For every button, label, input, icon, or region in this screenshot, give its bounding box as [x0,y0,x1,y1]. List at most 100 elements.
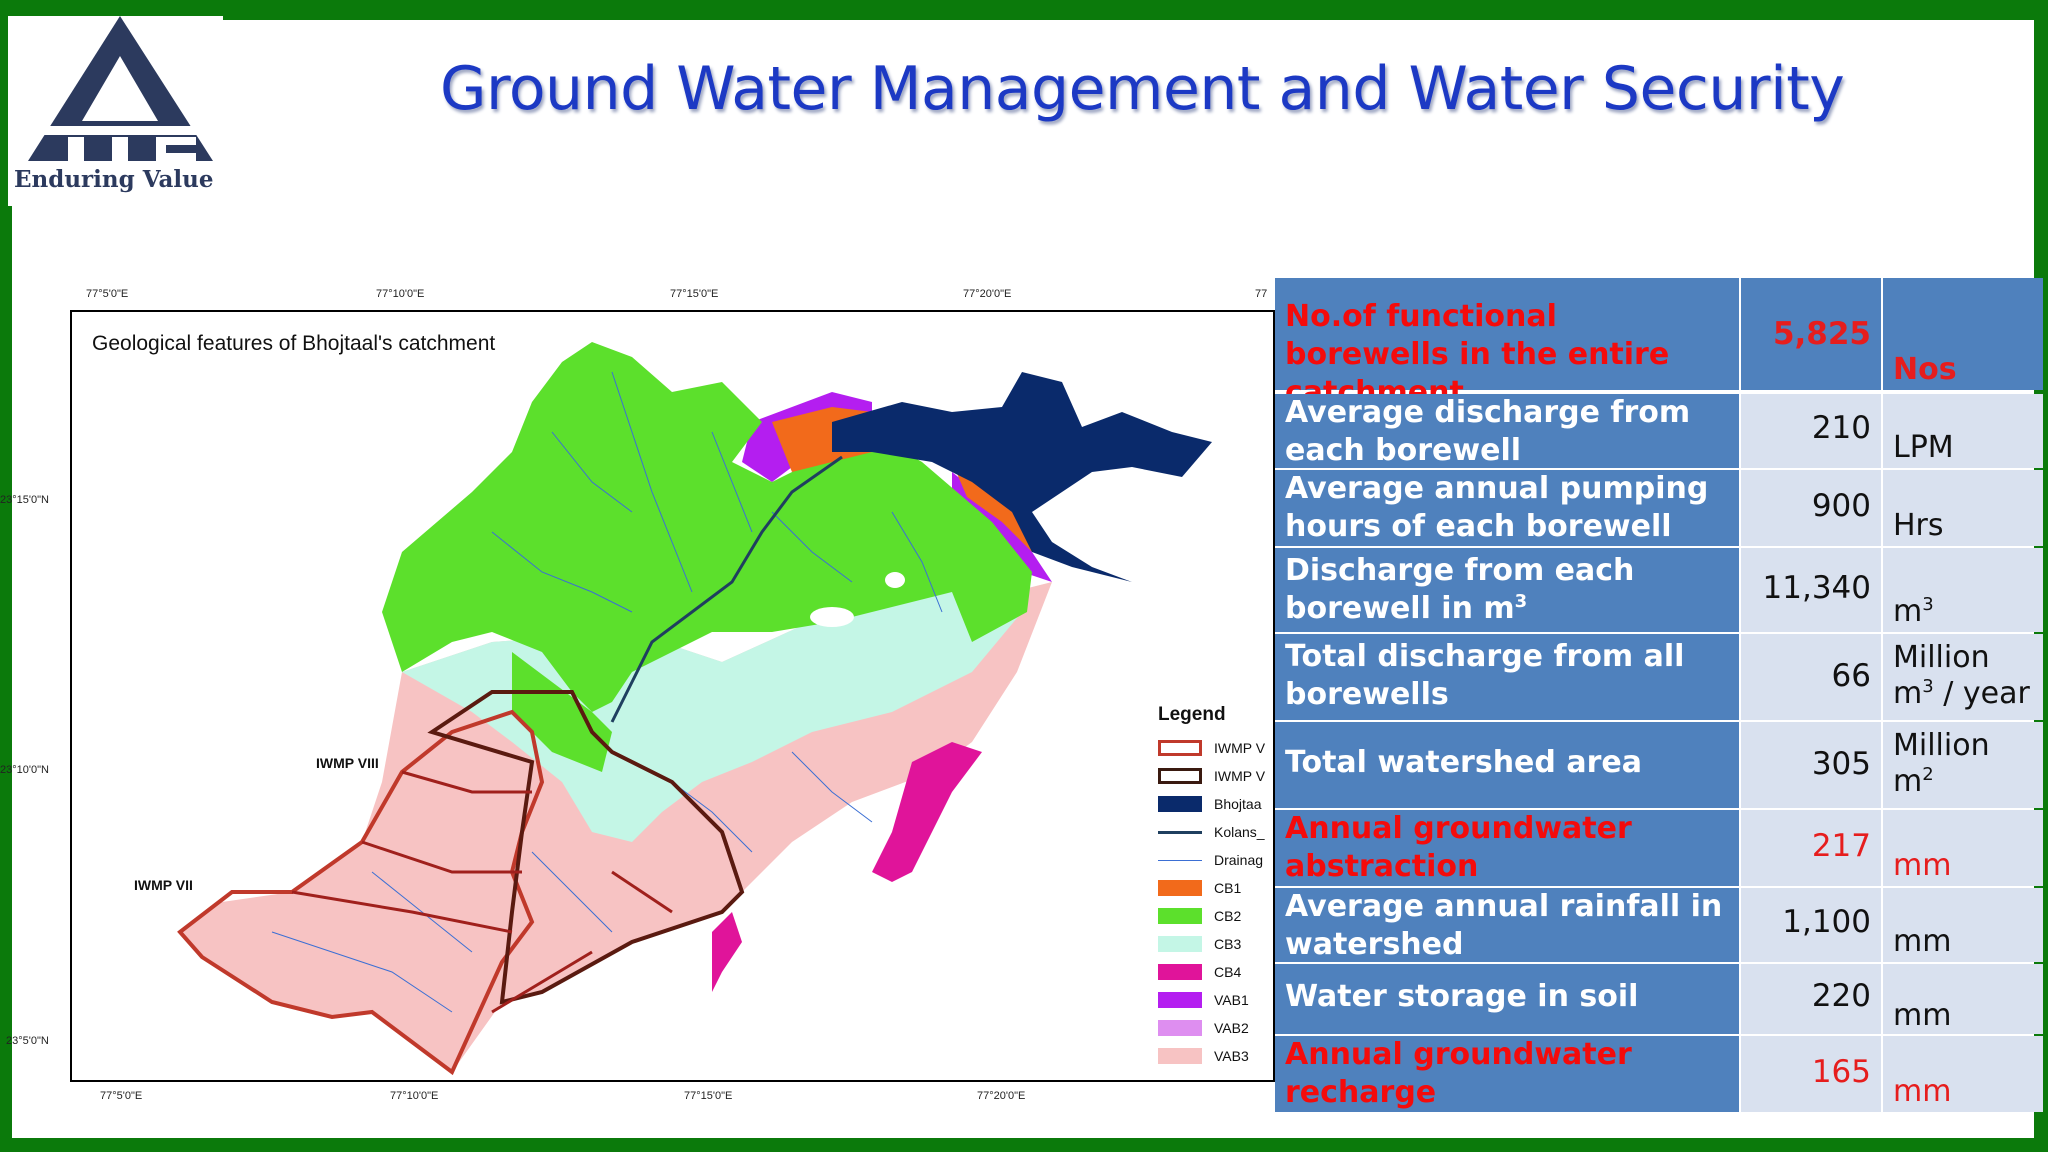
row-unit: mm [1893,924,1952,959]
row-unit-text: m [1893,676,1923,711]
table-row: Annual groundwater recharge 165 mm [1275,1036,2043,1112]
row-description: Total discharge from all borewells [1285,639,1685,712]
legend-title: Legend [1158,704,1226,725]
row-description: Total watershed area [1285,745,1642,780]
row-unit: Nos [1893,352,1957,387]
row-description: Water storage in soil [1285,979,1639,1014]
table-row: Annual groundwater abstraction 217 mm [1275,810,2043,886]
table-row: Total watershed area 305 Million m2 [1275,722,2043,808]
row-value-cell: 11,340 [1741,548,1881,632]
table-row: Water storage in soil 220 mm [1275,964,2043,1034]
row-description-cell: Average annual rainfall in watershed [1275,888,1739,962]
row-description-cell: Annual groundwater abstraction [1275,810,1739,886]
legend-swatch [1158,831,1202,834]
row-value-cell: 5,825 [1741,278,1881,390]
row-description-cell: Average discharge from each borewell [1275,394,1739,468]
legend-label: IWMP V [1214,740,1266,756]
row-unit-cell: m3 [1883,548,2043,632]
row-description-cell: Annual groundwater recharge [1275,1036,1739,1112]
row-value: 220 [1811,978,1871,1014]
row-value: 165 [1811,1054,1871,1090]
legend-swatch [1158,740,1202,756]
row-value: 1,100 [1782,904,1871,940]
row-value: 900 [1811,488,1871,524]
row-value: 11,340 [1762,570,1871,606]
row-value-cell: 220 [1741,964,1881,1034]
bottom-coord-1: 77°5'0"E [100,1090,143,1102]
slide-title: Ground Water Management and Water Securi… [440,54,1845,124]
legend-label: CB4 [1214,964,1242,980]
bottom-coord-3: 77°15'0"E [684,1090,733,1102]
row-unit: Million [1893,728,1990,763]
table-row: Average annual rainfall in watershed 1,1… [1275,888,2043,962]
top-coord-1: 77°5'0"E [86,288,129,300]
row-unit-tail: / year [1933,676,2030,711]
row-description-cell: Total discharge from all borewells [1275,634,1739,720]
row-unit: Hrs [1893,508,1944,543]
legend-swatch [1158,880,1202,896]
left-coord-3: 23°5'0"N [6,1035,49,1047]
geology-map: 77°5'0"E 77°10'0"E 77°15'0"E 77°20'0"E 7… [0,280,1275,1110]
table-row: Discharge from each borewell in m3 11,34… [1275,548,2043,632]
region-label-iwmp-vii: IWMP VII [134,877,193,893]
row-description-cell: No.of functional borewells in the entire… [1275,278,1739,410]
legend-label: IWMP V [1214,768,1266,784]
row-unit-cell: LPM [1883,394,2043,468]
row-description-cell: Average annual pumping hours of each bor… [1275,470,1739,546]
bottom-coord-4: 77°20'0"E [977,1090,1026,1102]
bottom-coord-2: 77°10'0"E [390,1090,439,1102]
catchment-map-drawing [177,342,1212,1076]
row-description: Annual groundwater abstraction [1285,811,1632,884]
row-unit-cell: mm [1883,810,2043,886]
row-value: 66 [1831,658,1871,694]
row-unit-superscript: 3 [1922,594,1934,615]
row-value: 5,825 [1772,316,1871,352]
row-unit-cell: mm [1883,964,2043,1034]
row-value-cell: 165 [1741,1036,1881,1112]
left-coord-2: 23°10'0"N [0,764,49,776]
row-value: 210 [1811,410,1871,446]
row-description: Average annual pumping hours of each bor… [1285,471,1709,544]
row-unit: LPM [1893,430,1954,465]
row-unit-superscript: 2 [1922,764,1934,785]
row-value-cell: 210 [1741,394,1881,468]
logo-tagline: Enduring Value [14,166,214,193]
row-description-cell: Total watershed area [1275,722,1739,808]
row-description-superscript: 3 [1514,591,1528,612]
legend-label: Drainag [1214,852,1264,868]
left-coord-1: 23°15'0"N [0,494,49,506]
row-unit-superscript: 3 [1922,676,1934,697]
row-unit-secondary: m2 [1893,764,1934,800]
row-unit-text: m [1893,594,1923,629]
legend-label: Kolans_ [1214,824,1265,840]
row-description: Discharge from each borewell in m3 [1285,552,1729,628]
row-value: 305 [1811,746,1871,782]
legend-swatch [1158,964,1202,980]
row-description: Annual groundwater recharge [1285,1037,1632,1110]
legend-swatch [1158,1020,1202,1036]
legend-swatch [1158,1048,1202,1064]
itc-logo: Enduring Value [8,16,223,206]
top-coord-2: 77°10'0"E [376,288,425,300]
legend-label: VAB2 [1214,1020,1249,1036]
map-frame [70,310,1275,1082]
legend-label: VAB3 [1214,1048,1249,1064]
top-coord-4: 77°20'0"E [963,288,1012,300]
row-unit: mm [1893,1074,1952,1109]
row-unit: mm [1893,848,1952,883]
row-value-cell: 305 [1741,722,1881,808]
row-unit-cell: Million m2 [1883,722,2043,808]
legend-label: CB1 [1214,880,1242,896]
row-value-cell: 66 [1741,634,1881,720]
row-description: Average annual rainfall in watershed [1285,889,1723,962]
row-unit-cell: Hrs [1883,470,2043,546]
table-row: No.of functional borewells in the entire… [1275,278,2043,410]
row-value-cell: 217 [1741,810,1881,886]
legend-label: CB3 [1214,936,1242,952]
table-row: Average annual pumping hours of each bor… [1275,470,2043,546]
row-unit-cell: mm [1883,888,2043,962]
row-unit: Million [1893,640,1990,675]
top-coord-5: 77 [1255,288,1268,300]
row-unit-text: m [1893,764,1923,799]
row-description-cell: Discharge from each borewell in m3 [1275,548,1739,632]
